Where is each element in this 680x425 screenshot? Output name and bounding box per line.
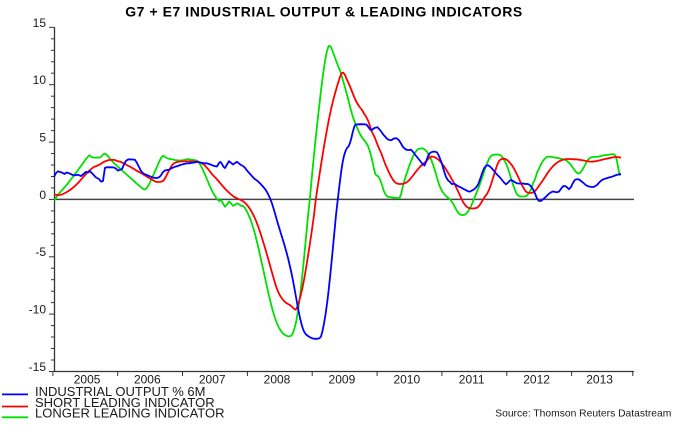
svg-text:G7 + E7 INDUSTRIAL OUTPUT & LE: G7 + E7 INDUSTRIAL OUTPUT & LEADING INDI… — [125, 4, 523, 20]
svg-text:2008: 2008 — [264, 373, 291, 387]
svg-text:2009: 2009 — [329, 373, 356, 387]
svg-text:INDUSTRIAL OUTPUT % 6M: INDUSTRIAL OUTPUT % 6M — [35, 384, 205, 399]
svg-text:2013: 2013 — [586, 373, 613, 387]
svg-text:2005: 2005 — [74, 373, 101, 387]
svg-text:2007: 2007 — [199, 373, 226, 387]
svg-text:2010: 2010 — [393, 373, 420, 387]
svg-text:-5: -5 — [35, 245, 46, 259]
svg-text:SHORT LEADING INDICATOR: SHORT LEADING INDICATOR — [35, 395, 215, 410]
svg-text:-15: -15 — [29, 360, 47, 374]
svg-text:15: 15 — [33, 16, 47, 30]
svg-text:LONGER LEADING INDICATOR: LONGER LEADING INDICATOR — [35, 405, 225, 420]
svg-text:10: 10 — [33, 73, 47, 87]
svg-text:Source: Thomson Reuters Datast: Source: Thomson Reuters Datastream — [495, 408, 671, 419]
svg-text:-10: -10 — [29, 303, 47, 317]
svg-text:0: 0 — [39, 188, 46, 202]
svg-text:2012: 2012 — [523, 373, 550, 387]
svg-text:5: 5 — [39, 131, 46, 145]
svg-text:2006: 2006 — [134, 373, 161, 387]
svg-text:2011: 2011 — [459, 373, 485, 387]
